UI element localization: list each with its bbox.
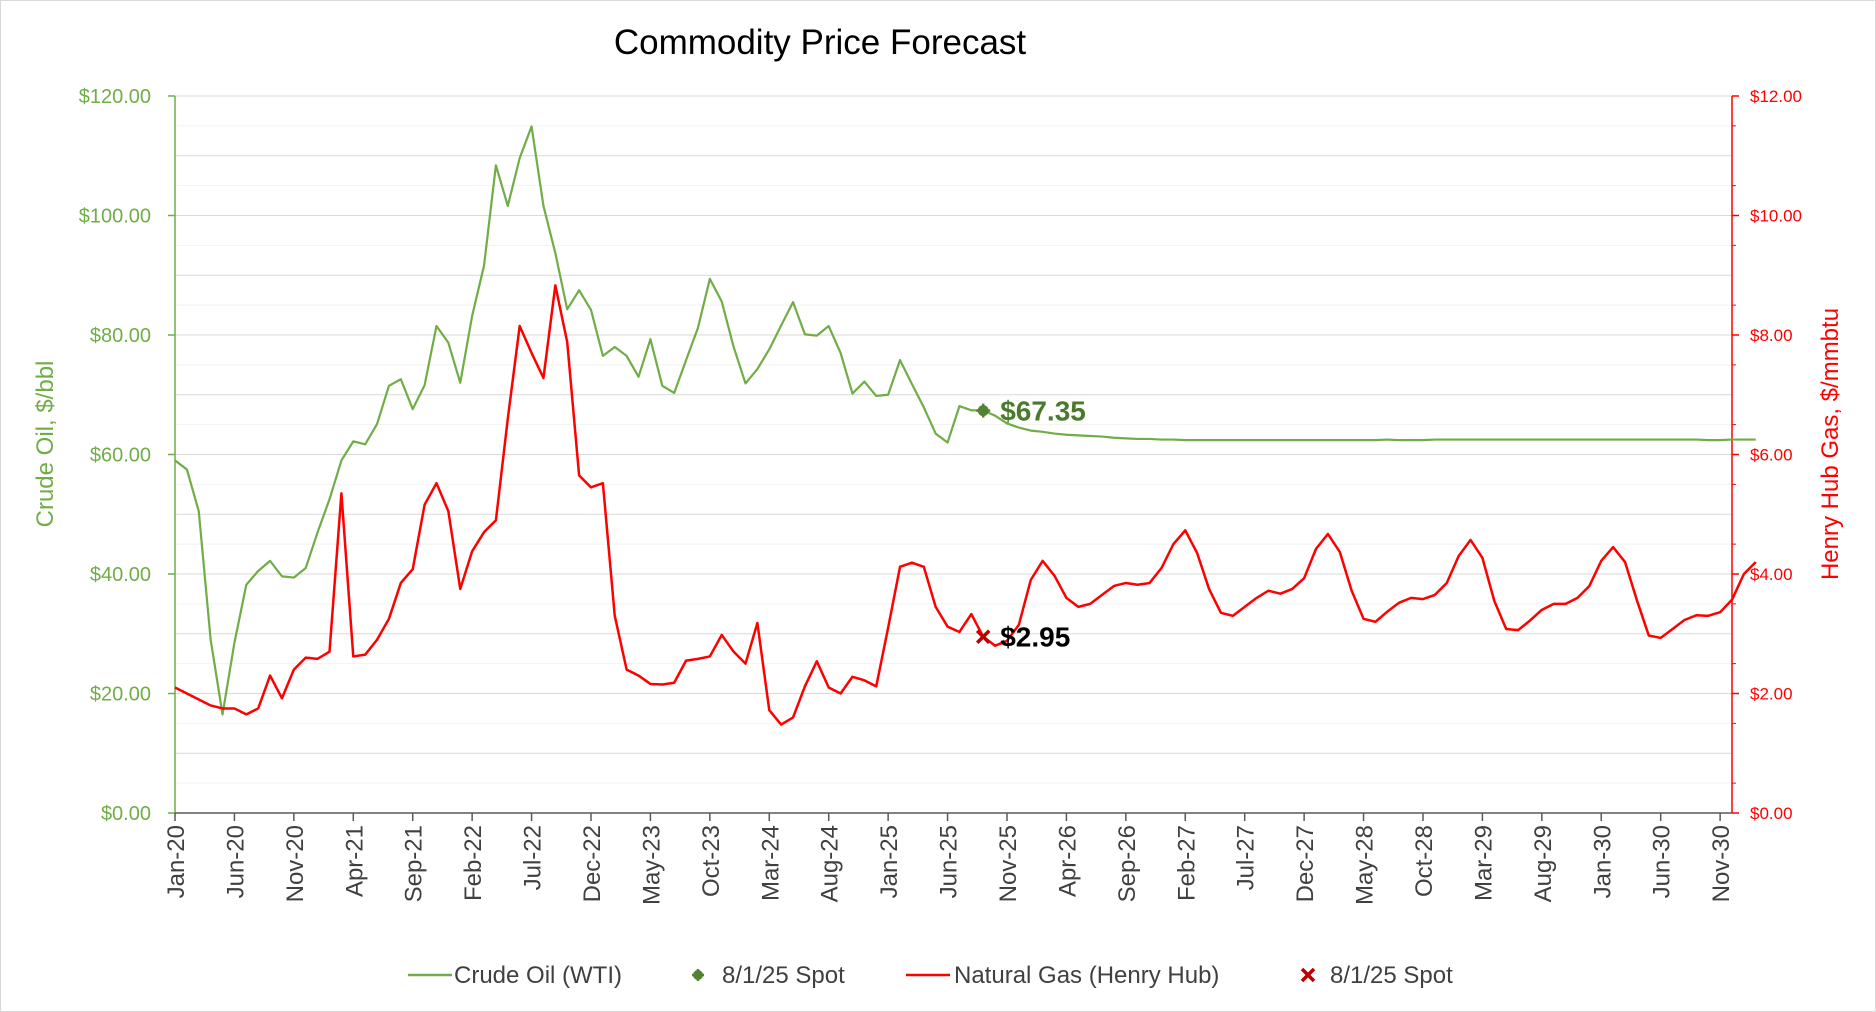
x-tick-label: Mar-24 xyxy=(757,825,784,901)
right-tick-label: $2.00 xyxy=(1750,685,1793,704)
gridlines xyxy=(175,95,1732,784)
x-tick-label: Jul-27 xyxy=(1233,825,1260,890)
natural-gas-line xyxy=(174,284,1757,726)
y-axis-left-label: Crude Oil, $/bbl xyxy=(32,361,59,528)
x-tick-label: Sep-26 xyxy=(1114,825,1141,902)
x-tick-label: Jun-25 xyxy=(936,825,963,898)
legend: Crude Oil (WTI) 8/1/25 Spot Natural Gas (H… xyxy=(408,962,1453,989)
x-tick-label: May-23 xyxy=(638,825,665,905)
y-axis-right-label: Henry Hub Gas, $/mmbtu xyxy=(1817,308,1844,580)
x-tick-label: Sep-21 xyxy=(401,825,428,902)
left-tick-label: $60.00 xyxy=(90,445,151,467)
x-tick-label: Nov-20 xyxy=(282,825,309,902)
right-tick-label: $0.00 xyxy=(1750,804,1793,823)
x-tick-label: Jun-30 xyxy=(1649,825,1676,898)
spot-markers: $67.35 $2.95 xyxy=(975,396,1086,653)
right-tick-label: $12.00 xyxy=(1750,87,1802,106)
x-tick-label: Dec-27 xyxy=(1292,825,1319,902)
x-tick-label: Feb-22 xyxy=(460,825,487,901)
axes: $0.00 $20.00 $40.00 $60.00 $80.00 $100.00 $120… xyxy=(79,86,1802,905)
x-tick-label: May-28 xyxy=(1352,825,1379,905)
x-tick-label: Mar-29 xyxy=(1470,825,1497,901)
legend-crude-spot-label: 8/1/25 Spot xyxy=(722,962,845,989)
x-tick-label: Apr-26 xyxy=(1054,825,1081,897)
crude-spot-label: $67.35 xyxy=(1000,396,1086,427)
legend-gas-spot-label: 8/1/25 Spot xyxy=(1330,962,1453,989)
x-tick-label: Apr-21 xyxy=(341,825,368,897)
series-lines xyxy=(174,125,1757,726)
x-tick-label: Jan-20 xyxy=(163,825,190,898)
right-tick-label: $8.00 xyxy=(1750,326,1793,345)
crude-spot-marker xyxy=(976,403,991,418)
x-tick-label: Nov-30 xyxy=(1708,825,1735,902)
x-tick-label: Feb-27 xyxy=(1173,825,1200,901)
legend-gas-label: Natural Gas (Henry Hub) xyxy=(954,962,1219,989)
left-tick-label: $100.00 xyxy=(79,206,151,228)
x-tick-label: Jun-20 xyxy=(222,825,249,898)
x-tick-label: Aug-29 xyxy=(1530,825,1557,902)
x-tick-label: Aug-24 xyxy=(817,825,844,902)
crude-oil-line xyxy=(174,125,1756,716)
x-tick-label: Oct-28 xyxy=(1411,825,1438,897)
legend-gas-spot-x-b xyxy=(1300,967,1316,983)
right-tick-label: $6.00 xyxy=(1750,446,1793,465)
x-tick-label: Jan-30 xyxy=(1589,825,1616,898)
x-tick-label: Jan-25 xyxy=(876,825,903,898)
left-tick-label: $0.00 xyxy=(101,803,151,825)
x-tick-label: Nov-25 xyxy=(995,825,1022,902)
x-tick-label: Dec-22 xyxy=(579,825,606,902)
spot-marker-x-b xyxy=(975,629,991,644)
gas-spot-label: $2.95 xyxy=(1000,622,1070,653)
left-tick-label: $80.00 xyxy=(90,325,151,347)
chart-title: Commodity Price Forecast xyxy=(614,23,1027,62)
legend-crude-label: Crude Oil (WTI) xyxy=(454,962,622,989)
right-tick-label: $10.00 xyxy=(1750,207,1802,226)
left-tick-label: $120.00 xyxy=(79,86,151,108)
x-tick-label: Jul-22 xyxy=(520,825,547,890)
right-tick-label: $4.00 xyxy=(1750,565,1793,584)
x-tick-label: Oct-23 xyxy=(698,825,725,897)
left-tick-label: $40.00 xyxy=(90,564,151,586)
gas-spot-marker xyxy=(975,629,991,644)
left-tick-label: $20.00 xyxy=(90,684,151,706)
